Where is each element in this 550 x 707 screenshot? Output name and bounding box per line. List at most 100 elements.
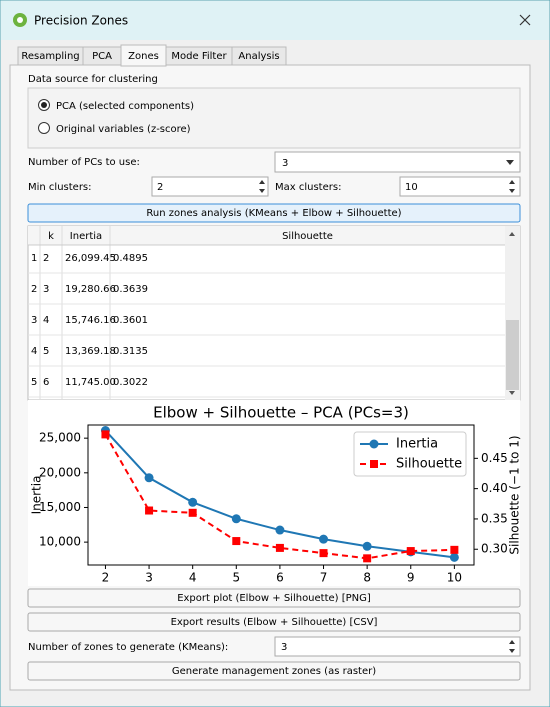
row-header: 1 xyxy=(31,253,37,264)
y-axis-label: Inertia xyxy=(30,476,44,515)
marker xyxy=(145,506,154,515)
plot-frame xyxy=(87,424,475,566)
tab-label[interactable]: Resampling xyxy=(21,51,79,62)
marker xyxy=(275,543,284,552)
table-cell: 0.3022 xyxy=(113,377,148,388)
title-bar xyxy=(1,1,549,40)
y2-tick-label: 0.45 xyxy=(481,451,508,465)
table-cell: 26,099.45 xyxy=(65,253,116,264)
table-cell: 6 xyxy=(43,377,49,388)
x-tick-label: 7 xyxy=(320,571,328,585)
x-tick-label: 8 xyxy=(363,571,371,585)
legend-marker xyxy=(370,460,378,468)
table-cell: 5 xyxy=(43,346,49,357)
window-title: Precision Zones xyxy=(34,14,128,28)
y-tick-label: 10,000 xyxy=(39,535,81,549)
scroll-thumb[interactable] xyxy=(506,320,519,390)
table-cell: 11,745.00 xyxy=(65,377,116,388)
tab-label[interactable]: PCA xyxy=(92,51,112,62)
marker xyxy=(406,547,415,556)
combo-arrow xyxy=(506,160,514,165)
spin-box[interactable] xyxy=(274,636,521,657)
combo-value: 3 xyxy=(282,158,288,169)
table-cell: 13,369.18 xyxy=(65,346,116,357)
spin-box[interactable] xyxy=(151,176,269,197)
y2-tick-label: 0.30 xyxy=(481,542,508,556)
button[interactable] xyxy=(27,661,521,681)
spin-value: 3 xyxy=(281,642,287,653)
chart-title: Elbow + Silhouette – PCA (PCs=3) xyxy=(153,404,409,422)
legend-label: Inertia xyxy=(396,437,438,452)
radio-label[interactable]: Original variables (z-score) xyxy=(56,124,191,135)
marker xyxy=(319,534,329,544)
tab-label[interactable]: Zones xyxy=(128,51,159,62)
tab-label[interactable]: Mode Filter xyxy=(171,51,227,62)
x-tick-label: 3 xyxy=(145,571,153,585)
column-header: Silhouette xyxy=(282,231,333,242)
chart-background xyxy=(28,400,520,586)
x-tick-label: 10 xyxy=(447,571,462,585)
spin-arrows[interactable] xyxy=(509,640,515,653)
y-tick-label: 20,000 xyxy=(39,465,81,479)
label: Max clusters: xyxy=(275,182,341,193)
marker xyxy=(101,430,110,439)
legend-marker xyxy=(369,439,379,449)
y2-axis-label: Silhouette (−1 to 1) xyxy=(508,435,522,554)
app-icon-inner xyxy=(17,17,23,23)
label: Min clusters: xyxy=(28,182,92,193)
radio-dot xyxy=(41,102,47,108)
marker xyxy=(363,554,372,563)
tab[interactable] xyxy=(231,46,287,66)
x-tick-label: 4 xyxy=(189,571,197,585)
radio-label[interactable]: PCA (selected components) xyxy=(56,101,194,112)
y2-tick-label: 0.35 xyxy=(481,511,508,525)
marker xyxy=(275,525,285,535)
x-tick-label: 6 xyxy=(276,571,284,585)
spin-box[interactable] xyxy=(399,176,521,197)
series-line xyxy=(104,433,455,560)
column-header: k xyxy=(48,231,54,242)
spin-value: 10 xyxy=(405,182,418,193)
button[interactable] xyxy=(27,612,521,632)
spin-arrows[interactable] xyxy=(509,180,515,193)
table-header xyxy=(28,226,505,245)
table-cell: 15,746.16 xyxy=(65,315,116,326)
button-label[interactable]: Export results (Elbow + Silhouette) [CSV… xyxy=(171,617,378,628)
close-button[interactable] xyxy=(519,14,531,26)
table-cell: 0.4895 xyxy=(113,253,148,264)
button-label[interactable]: Run zones analysis (KMeans + Elbow + Sil… xyxy=(146,208,401,219)
table-cell: 0.3639 xyxy=(113,284,148,295)
label: Number of zones to generate (KMeans): xyxy=(28,642,228,653)
legend-label: Silhouette xyxy=(396,457,462,472)
x-tick-label: 2 xyxy=(102,571,110,585)
button-label[interactable]: Generate management zones (as raster) xyxy=(172,666,376,677)
button[interactable] xyxy=(27,588,521,608)
table-cell: 0.3135 xyxy=(113,346,148,357)
y-tick-label: 25,000 xyxy=(39,431,81,445)
tab-label[interactable]: Analysis xyxy=(238,51,279,62)
table-cell: 2 xyxy=(43,253,49,264)
marker xyxy=(232,537,241,546)
button[interactable] xyxy=(27,203,521,223)
group-label: Data source for clustering xyxy=(28,74,158,85)
marker xyxy=(362,541,372,551)
marker xyxy=(449,552,459,562)
y2-tick-label: 0.40 xyxy=(481,481,508,495)
marker xyxy=(319,549,328,558)
marker xyxy=(188,497,198,507)
radio[interactable] xyxy=(38,122,50,134)
spin-arrows[interactable] xyxy=(259,180,265,193)
label: Number of PCs to use: xyxy=(28,157,140,168)
table-cell: 3 xyxy=(43,284,49,295)
button-label[interactable]: Export plot (Elbow + Silhouette) [PNG] xyxy=(177,593,371,604)
x-tick-label: 5 xyxy=(232,571,240,585)
marker xyxy=(231,514,241,524)
row-header: 3 xyxy=(31,315,37,326)
combo-box[interactable] xyxy=(274,151,521,173)
marker xyxy=(450,545,459,554)
row-header: 4 xyxy=(31,346,37,357)
x-tick-label: 9 xyxy=(407,571,415,585)
marker xyxy=(144,473,154,483)
marker xyxy=(188,508,197,517)
